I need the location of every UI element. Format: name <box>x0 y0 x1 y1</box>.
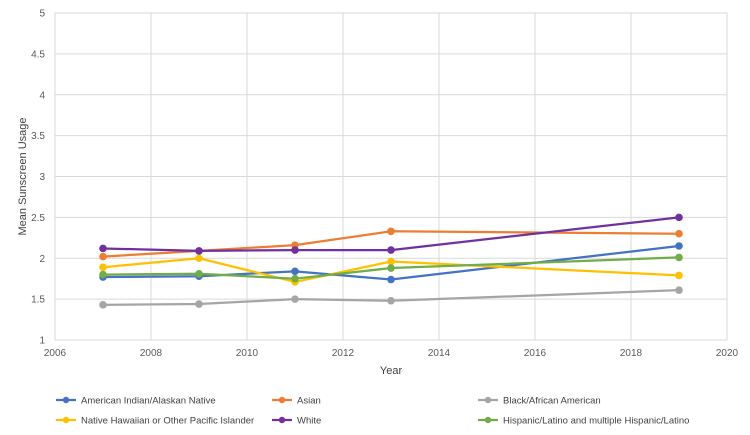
legend-label: White <box>297 416 321 427</box>
data-point <box>387 264 395 272</box>
data-point <box>99 270 107 279</box>
data-point <box>675 271 683 280</box>
y-tick-label: 1.5 <box>31 295 45 306</box>
legend-label: Asian <box>297 396 321 407</box>
data-point <box>675 213 683 222</box>
data-point <box>387 246 395 254</box>
data-point <box>195 269 203 278</box>
y-tick-label: 3.5 <box>31 131 45 142</box>
y-tick-label: 5 <box>39 9 45 20</box>
x-axis-title: Year <box>380 365 403 377</box>
y-tick-label: 4.5 <box>31 49 45 60</box>
y-axis-title: Mean Sunscreen Usage <box>17 117 29 235</box>
data-point <box>195 247 203 255</box>
data-point <box>675 229 683 238</box>
data-point <box>291 274 299 283</box>
data-point <box>675 253 683 262</box>
x-tick-label: 2018 <box>620 348 643 359</box>
legend-marker <box>484 416 492 424</box>
data-point <box>291 246 299 254</box>
data-point <box>195 254 203 263</box>
legend-marker <box>278 396 286 404</box>
x-tick-label: 2016 <box>524 348 547 359</box>
data-point <box>291 295 299 303</box>
y-tick-label: 1 <box>39 336 45 347</box>
data-point <box>387 257 395 266</box>
data-point <box>387 296 395 305</box>
data-point <box>291 267 299 276</box>
data-point <box>675 286 683 294</box>
x-tick-label: 2006 <box>44 348 67 359</box>
legend-marker <box>278 416 286 424</box>
y-tick-label: 4 <box>39 90 45 101</box>
x-tick-label: 2012 <box>332 348 355 359</box>
y-tick-label: 2.5 <box>31 213 45 224</box>
legend-label: Black/African American <box>503 396 601 407</box>
data-point <box>387 275 395 284</box>
legend-label: American Indian/Alaskan Native <box>81 396 216 407</box>
data-point <box>195 300 203 308</box>
legend-label: Hispanic/Latino and multiple Hispanic/La… <box>503 416 689 427</box>
data-point <box>99 301 107 309</box>
legend-marker <box>62 396 70 404</box>
data-point <box>387 227 395 236</box>
legend-marker <box>62 416 70 424</box>
data-point <box>675 242 683 250</box>
data-point <box>99 263 107 272</box>
x-tick-label: 2014 <box>428 348 451 359</box>
x-tick-label: 2010 <box>236 348 259 359</box>
y-tick-label: 2 <box>39 254 45 265</box>
y-tick-label: 3 <box>39 172 45 183</box>
legend-marker <box>484 396 492 404</box>
data-point <box>99 244 107 253</box>
legend-label: Native Hawaiian or Other Pacific Islande… <box>81 416 254 427</box>
data-point <box>99 252 107 261</box>
x-tick-label: 2020 <box>716 348 739 359</box>
x-tick-label: 2008 <box>140 348 163 359</box>
